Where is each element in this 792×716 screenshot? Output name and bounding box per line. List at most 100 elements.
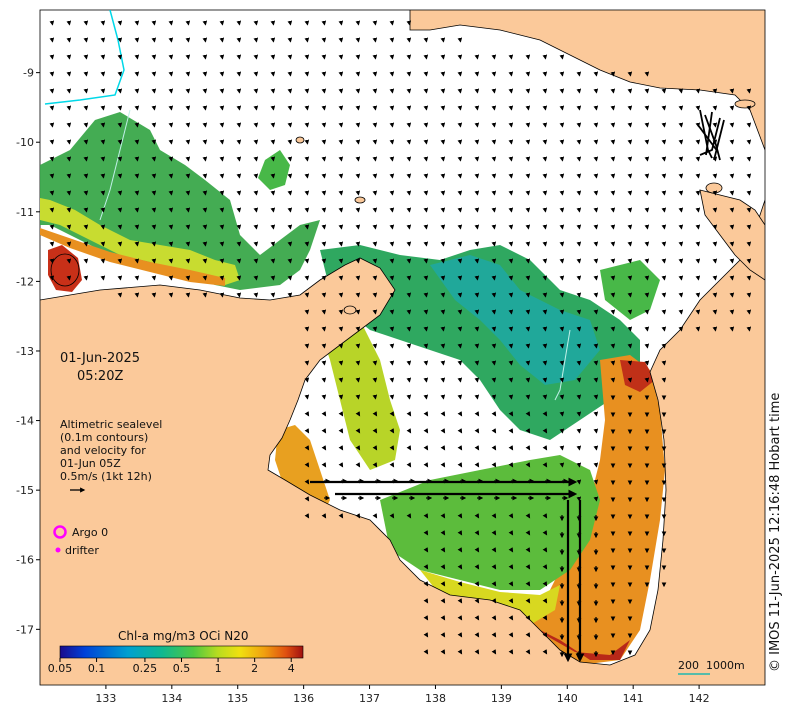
velocity-arrow — [525, 258, 531, 264]
velocity-arrow — [100, 241, 106, 247]
velocity-arrow — [644, 88, 650, 94]
velocity-arrow — [372, 20, 378, 26]
velocity-arrow — [661, 122, 667, 128]
velocity-arrow — [49, 241, 55, 247]
velocity-arrow — [423, 37, 429, 43]
velocity-arrow — [202, 207, 208, 213]
velocity-arrow — [610, 207, 616, 213]
velocity-arrow — [66, 54, 72, 60]
velocity-arrow — [202, 292, 208, 298]
velocity-arrow — [559, 377, 565, 383]
velocity-arrow — [134, 37, 140, 43]
velocity-arrow — [236, 105, 242, 111]
velocity-arrow — [678, 190, 684, 196]
velocity-arrow — [559, 88, 565, 94]
velocity-arrow — [202, 54, 208, 60]
velocity-arrow — [712, 292, 718, 298]
velocity-arrow — [66, 224, 72, 230]
velocity-arrow — [168, 292, 174, 298]
velocity-arrow — [185, 258, 191, 264]
velocity-arrow — [355, 275, 361, 281]
velocity-arrow — [372, 156, 378, 162]
velocity-arrow — [508, 394, 514, 400]
velocity-arrow — [304, 462, 310, 468]
velocity-arrow — [270, 122, 276, 128]
velocity-arrow — [321, 122, 327, 128]
velocity-arrow — [644, 377, 650, 383]
velocity-arrow — [236, 275, 242, 281]
velocity-arrow — [253, 275, 259, 281]
velocity-arrow — [593, 343, 599, 349]
velocity-arrow — [593, 309, 599, 315]
velocity-arrow — [440, 581, 446, 587]
velocity-arrow — [372, 122, 378, 128]
velocity-arrow — [457, 615, 463, 621]
velocity-arrow — [389, 54, 395, 60]
velocity-arrow — [151, 241, 157, 247]
velocity-arrow — [134, 190, 140, 196]
velocity-arrow — [406, 343, 412, 349]
velocity-arrow — [117, 71, 123, 77]
velocity-arrow — [627, 275, 633, 281]
velocity-arrow — [338, 377, 344, 383]
velocity-arrow — [270, 241, 276, 247]
velocity-arrow — [440, 343, 446, 349]
velocity-arrow — [712, 258, 718, 264]
velocity-arrow — [712, 190, 718, 196]
velocity-arrow — [525, 360, 531, 366]
velocity-arrow — [406, 224, 412, 230]
velocity-arrow — [729, 326, 735, 332]
velocity-arrow — [474, 343, 480, 349]
velocity-arrow — [457, 275, 463, 281]
velocity-arrow — [66, 122, 72, 128]
velocity-arrow — [695, 173, 701, 179]
velocity-arrow — [491, 547, 497, 553]
velocity-arrow — [559, 71, 565, 77]
colorbar-tick-label: 1 — [215, 662, 222, 675]
velocity-arrow — [712, 275, 718, 281]
velocity-arrow — [525, 207, 531, 213]
velocity-arrow — [440, 224, 446, 230]
velocity-arrow — [372, 513, 378, 519]
velocity-arrow — [270, 20, 276, 26]
chl-nw-coast-orange — [40, 228, 225, 286]
velocity-arrow — [627, 207, 633, 213]
velocity-arrow — [440, 462, 446, 468]
velocity-arrow — [542, 377, 548, 383]
velocity-arrow — [593, 275, 599, 281]
velocity-arrow — [457, 241, 463, 247]
velocity-arrow — [100, 275, 106, 281]
velocity-arrow — [202, 275, 208, 281]
velocity-arrow — [287, 190, 293, 196]
velocity-arrow — [542, 88, 548, 94]
velocity-arrow — [253, 292, 259, 298]
velocity-arrow — [627, 224, 633, 230]
velocity-arrow — [355, 411, 361, 417]
velocity-arrow — [372, 309, 378, 315]
velocity-arrow — [219, 292, 225, 298]
velocity-arrow — [304, 445, 310, 451]
velocity-arrow — [406, 122, 412, 128]
velocity-arrow — [406, 445, 412, 451]
velocity-arrow — [304, 496, 310, 502]
velocity-arrow — [355, 20, 361, 26]
velocity-arrow — [338, 122, 344, 128]
velocity-arrow — [287, 224, 293, 230]
velocity-arrow — [746, 156, 752, 162]
velocity-arrow — [304, 156, 310, 162]
velocity-arrow — [729, 292, 735, 298]
velocity-arrow — [440, 394, 446, 400]
velocity-arrow — [542, 445, 548, 451]
velocity-arrow — [746, 88, 752, 94]
velocity-arrow — [729, 258, 735, 264]
velocity-arrow — [644, 275, 650, 281]
velocity-arrow — [440, 445, 446, 451]
velocity-arrow — [491, 632, 497, 638]
velocity-arrow — [559, 122, 565, 128]
velocity-arrow — [525, 326, 531, 332]
velocity-arrow — [627, 190, 633, 196]
velocity-arrow — [219, 122, 225, 128]
y-tick-label: -12 — [16, 275, 34, 288]
velocity-arrow — [321, 37, 327, 43]
velocity-arrow — [372, 173, 378, 179]
